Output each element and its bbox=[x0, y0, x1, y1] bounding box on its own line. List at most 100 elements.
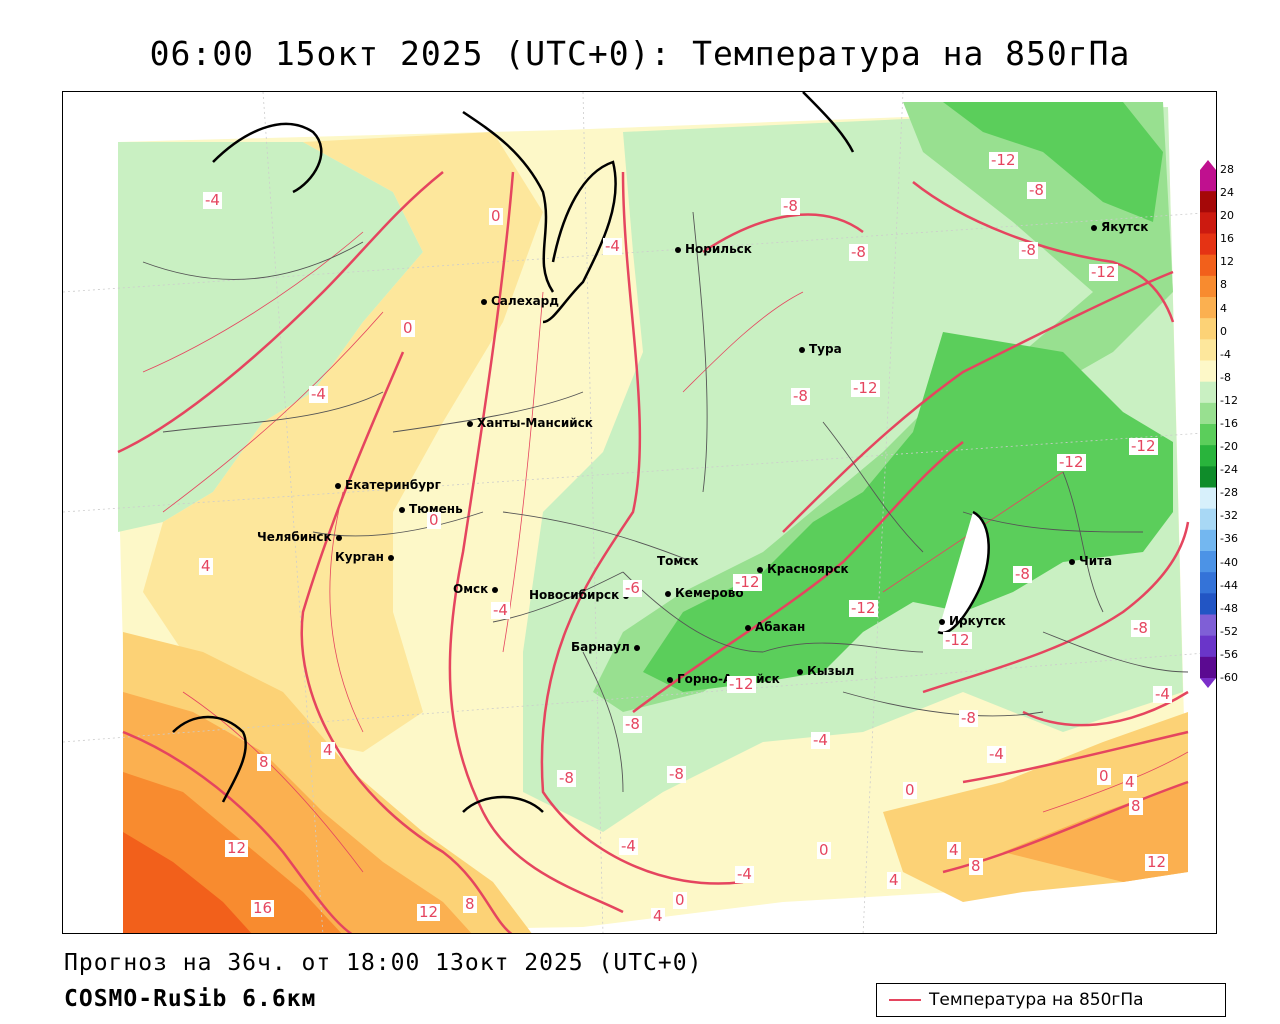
city-dot bbox=[387, 554, 394, 561]
contour-label: -8 bbox=[959, 709, 978, 727]
contour-label: 0 bbox=[427, 511, 441, 529]
region-light-green-west bbox=[118, 142, 423, 532]
city-dot bbox=[665, 590, 671, 597]
scale-swatch bbox=[1200, 191, 1216, 213]
scale-swatch bbox=[1200, 275, 1216, 298]
city-kurgan: Курган bbox=[335, 550, 398, 564]
contour-label: 16 bbox=[251, 899, 275, 917]
contour-label: -8 bbox=[781, 197, 800, 215]
city-kemerovo: Кемерово bbox=[665, 586, 744, 600]
scale-tick-label: 4 bbox=[1220, 301, 1227, 315]
scale-swatch bbox=[1200, 297, 1216, 319]
contour-label: -12 bbox=[851, 379, 880, 397]
contour-label: -8 bbox=[623, 715, 642, 733]
contour-label: -8 bbox=[667, 765, 686, 783]
contour-label: -8 bbox=[1019, 241, 1038, 259]
region-dark-green-north bbox=[943, 102, 1163, 222]
contour-label: -6 bbox=[623, 579, 642, 597]
scale-swatch bbox=[1200, 318, 1216, 340]
city-gorno-altaysk: Горно-Алтайск bbox=[667, 672, 780, 686]
contour-label: -8 bbox=[557, 769, 576, 787]
city-dot bbox=[745, 624, 751, 631]
forecast-line: Прогноз на 36ч. от 18:00 13окт 2025 (UTC… bbox=[64, 950, 703, 976]
contour-label: -4 bbox=[619, 837, 638, 855]
contour-label: -12 bbox=[1057, 453, 1086, 471]
scale-swatch bbox=[1200, 360, 1216, 383]
thin-contours bbox=[142, 231, 1189, 873]
contour-label: 8 bbox=[969, 857, 983, 875]
scale-top-arrow bbox=[1200, 160, 1216, 170]
model-line: COSMO-RuSib 6.6км bbox=[64, 986, 317, 1012]
city-tyumen: Тюмень bbox=[399, 502, 463, 516]
contour-label: 0 bbox=[673, 891, 687, 909]
city-dot bbox=[797, 668, 803, 675]
contour-label: -8 bbox=[791, 387, 810, 405]
contour-label: 0 bbox=[401, 319, 415, 337]
scale-swatch bbox=[1200, 487, 1216, 510]
city-dot bbox=[799, 346, 805, 353]
city-dot bbox=[757, 566, 763, 573]
contour-label: -8 bbox=[849, 243, 868, 261]
scale-swatch bbox=[1200, 572, 1216, 594]
contour-label: -12 bbox=[733, 573, 762, 591]
city-omsk: Омск bbox=[453, 582, 502, 596]
scale-tick-label: -16 bbox=[1220, 417, 1238, 430]
city-ekaterinburg: Екатеринбург bbox=[335, 478, 441, 492]
contour-label: 4 bbox=[1123, 773, 1137, 791]
scale-tick-label: 28 bbox=[1220, 163, 1234, 176]
city-dot bbox=[492, 586, 499, 593]
contour-label: 4 bbox=[651, 907, 665, 925]
contour-lines bbox=[117, 171, 1190, 933]
region-dark-green bbox=[643, 332, 1173, 692]
scale-swatch bbox=[1200, 445, 1216, 467]
scale-swatch bbox=[1200, 529, 1216, 552]
scale-swatch bbox=[1200, 614, 1216, 637]
scale-tick-label: -8 bbox=[1220, 370, 1231, 384]
scale-tick-label: -48 bbox=[1220, 601, 1238, 615]
contour-label: -12 bbox=[727, 675, 756, 693]
scale-tick-label: -28 bbox=[1220, 486, 1238, 500]
city-chita: Чита bbox=[1069, 554, 1112, 568]
contour-label: 8 bbox=[257, 753, 271, 771]
scale-tick-label: 12 bbox=[1220, 255, 1234, 269]
city-novosibirsk: Новосибирск bbox=[529, 588, 633, 602]
city-yakutsk: Якутск bbox=[1091, 220, 1148, 234]
city-dot bbox=[667, 676, 673, 683]
contour-label: -4 bbox=[811, 731, 830, 749]
scale-tick-label: -32 bbox=[1220, 509, 1238, 523]
legend-line-swatch bbox=[889, 999, 921, 1001]
scale-tick-label: -4 bbox=[1220, 347, 1231, 361]
scale-swatch bbox=[1200, 402, 1216, 425]
map-area[interactable]: Норильск Якутск Салехард Тура Ханты-Манс… bbox=[62, 91, 1217, 934]
scale-tick-label: -44 bbox=[1220, 578, 1238, 592]
contour-label: -4 bbox=[203, 191, 222, 209]
scale-tick-label: -36 bbox=[1220, 532, 1238, 546]
scale-swatch bbox=[1200, 635, 1216, 658]
scale-swatch bbox=[1200, 212, 1216, 234]
city-chelyabinsk: Челябинск bbox=[257, 530, 346, 544]
scale-tick-label: -56 bbox=[1220, 647, 1238, 661]
contour-label: -4 bbox=[1153, 685, 1172, 703]
scale-swatch bbox=[1200, 551, 1216, 573]
lake-baikal bbox=[937, 510, 990, 635]
city-tura: Тура bbox=[799, 342, 842, 356]
scale-swatch bbox=[1200, 170, 1216, 192]
scale-swatch bbox=[1200, 593, 1216, 615]
city-salekhard: Салехард bbox=[481, 294, 559, 308]
contour-label: -4 bbox=[491, 601, 510, 619]
contour-label: 0 bbox=[489, 207, 503, 225]
region-red bbox=[123, 832, 252, 933]
region-yellow-band bbox=[143, 132, 543, 752]
scale-swatch bbox=[1200, 466, 1216, 488]
city-dot bbox=[1069, 558, 1075, 565]
scale-tick-label: 8 bbox=[1220, 278, 1227, 292]
contour-label: -12 bbox=[849, 599, 878, 617]
contour-label: 0 bbox=[817, 841, 831, 859]
contour-label: -12 bbox=[943, 631, 972, 649]
contour-label: 12 bbox=[225, 839, 249, 857]
contour-label: 8 bbox=[463, 895, 477, 913]
contour-label: -12 bbox=[1089, 263, 1118, 281]
scale-tick-label: 0 bbox=[1220, 324, 1227, 338]
graticule bbox=[63, 92, 1216, 933]
contour-label: 0 bbox=[903, 781, 917, 799]
